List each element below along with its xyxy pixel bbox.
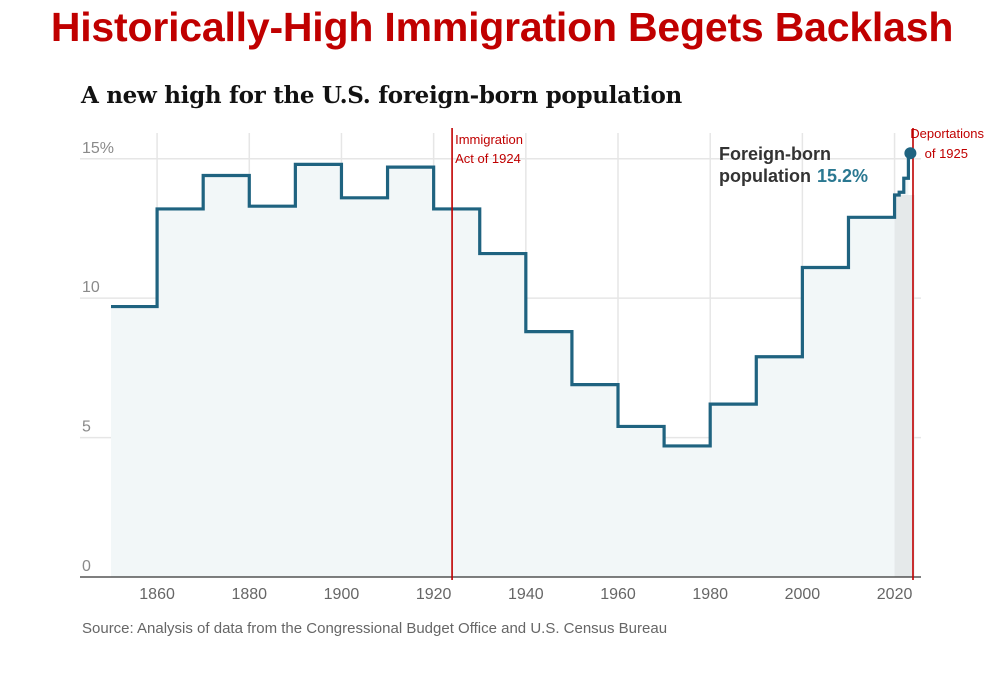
annotations: Immigration Act of 1924 Deportations of 192… [451,126,984,580]
series-end-point [904,147,917,160]
end-label-line2-text: population [719,166,811,186]
recent-years-shade [894,195,915,577]
x-tick-label: 1880 [231,586,267,603]
x-tick-label: 1920 [416,586,452,603]
y-tick-label: 0 [82,558,91,575]
annotation-label-line1: Immigration [455,132,523,147]
source-note: Source: Analysis of data from the Congre… [82,620,668,637]
annotation-label-line2: of 1925 [925,146,968,161]
annotation-label-line1: Deportations [910,126,984,141]
y-tick-label: 10 [82,279,100,296]
x-axis: 1860 1880 1900 1920 1940 1960 1980 2000 2020 [139,586,912,603]
chart-title: A new high for the U.S. foreign-born pop… [81,82,682,109]
series-area [111,153,909,577]
x-tick-label: 1980 [692,586,728,603]
series-end-label: Foreign-born population 15.2% [719,144,868,186]
x-tick-label: 1860 [139,586,175,603]
y-axis: 0 5 10 15% [82,140,114,575]
series-line [111,153,910,448]
end-label-value: 15.2% [817,166,868,186]
x-tick-label: 2020 [877,586,913,603]
x-tick-label: 1900 [324,586,360,603]
headline: Historically-High Immigration Begets Bac… [50,4,954,50]
end-label-line2: population 15.2% [719,166,868,186]
annotation-label-line2: Act of 1924 [455,151,521,166]
y-tick-label: 5 [82,419,91,436]
x-tick-label: 2000 [785,586,821,603]
end-label-line1: Foreign-born [719,144,831,164]
x-tick-label: 1940 [508,586,544,603]
x-tick-label: 1960 [600,586,636,603]
y-tick-label: 15% [82,140,114,157]
